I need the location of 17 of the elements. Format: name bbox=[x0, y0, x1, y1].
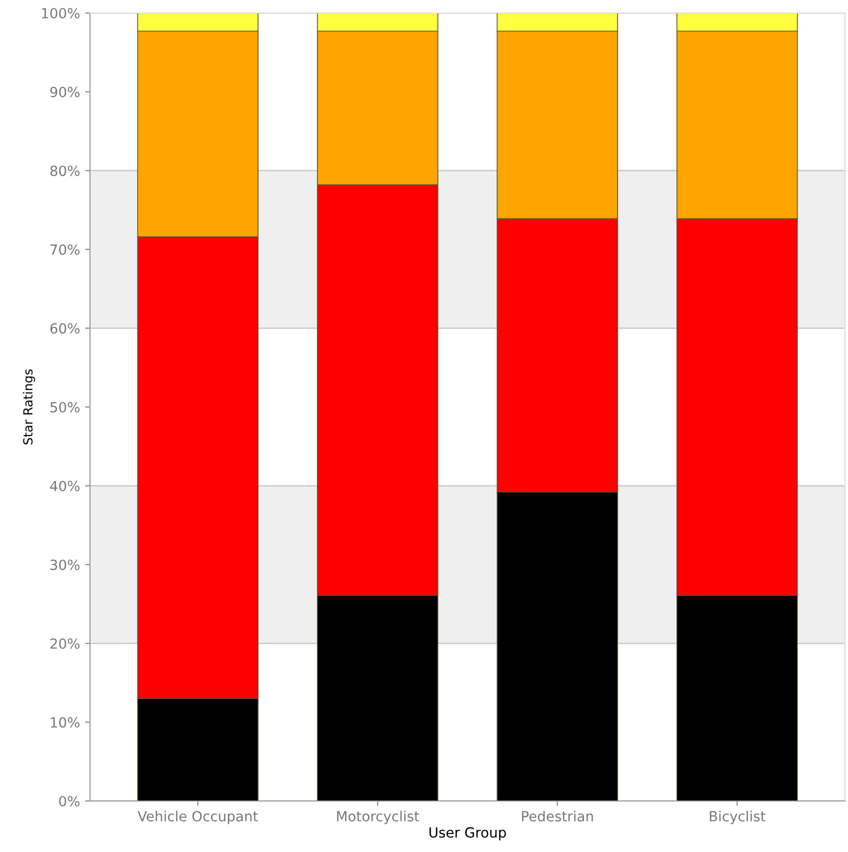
y-tick-label: 60% bbox=[50, 323, 80, 334]
x-tick-label: Bicyclist bbox=[710, 810, 766, 824]
y-tick-label: 20% bbox=[50, 638, 80, 649]
y-tick-label: 70% bbox=[50, 244, 80, 255]
y-tick-label: 40% bbox=[50, 480, 80, 492]
y-tick-label: 90% bbox=[50, 86, 80, 98]
x-tick-label: Motorcyclist bbox=[337, 810, 420, 824]
y-axis-title: Star Ratings bbox=[22, 369, 36, 444]
y-tick-label: 30% bbox=[50, 560, 80, 570]
y-tick-label: 50% bbox=[50, 402, 80, 412]
y-tick-label: 10% bbox=[50, 717, 80, 728]
x-axis-title: User Group bbox=[430, 827, 506, 840]
y-tick-label: 80% bbox=[50, 166, 80, 176]
y-tick-label: 0% bbox=[59, 796, 80, 806]
x-tick-label: Pedestrian bbox=[522, 810, 593, 822]
y-tick-label: 100% bbox=[42, 8, 80, 18]
x-tick-label: Vehicle Occupant bbox=[138, 810, 258, 824]
